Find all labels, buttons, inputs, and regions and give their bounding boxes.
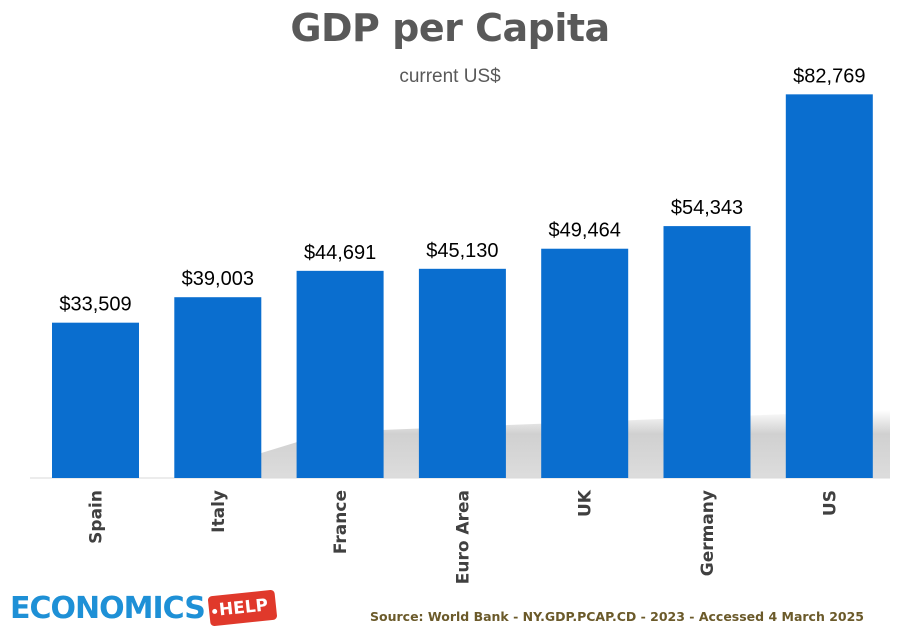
value-label: $44,691 bbox=[304, 242, 376, 264]
value-label: $39,003 bbox=[182, 268, 254, 290]
bar-uk bbox=[541, 248, 629, 478]
value-label: $82,769 bbox=[793, 65, 865, 87]
economics-help-logo: ECONOMICS HELP bbox=[10, 587, 278, 629]
bars-layer: $33,509 Spain $39,003 Italy $44,691 France $45… bbox=[52, 65, 873, 584]
chart-title: GDP per Capita bbox=[290, 6, 610, 50]
bar-spain bbox=[52, 322, 139, 478]
category-label: Italy bbox=[209, 490, 229, 533]
category-label: France bbox=[331, 490, 351, 554]
category-label: Euro Area bbox=[453, 490, 473, 584]
value-label: $49,464 bbox=[549, 220, 621, 242]
value-label: $33,509 bbox=[59, 294, 131, 316]
value-label: $45,130 bbox=[426, 240, 498, 262]
value-label: $54,343 bbox=[671, 197, 743, 219]
bar-euro-area bbox=[418, 268, 506, 478]
category-label: Germany bbox=[698, 490, 718, 576]
logo-wordmark: ECONOMICS bbox=[10, 590, 206, 626]
category-label: Spain bbox=[87, 490, 107, 544]
source-note: Source: World Bank - NY.GDP.PCAP.CD - 20… bbox=[370, 609, 864, 624]
bar-france bbox=[296, 270, 384, 478]
bar-germany bbox=[663, 226, 751, 478]
chart-subtitle: current US$ bbox=[399, 66, 501, 87]
category-label: US bbox=[820, 490, 840, 516]
bar-us bbox=[785, 94, 873, 478]
logo-help-tag: HELP bbox=[207, 589, 278, 627]
bar-italy bbox=[174, 297, 262, 478]
category-label: UK bbox=[576, 489, 596, 517]
